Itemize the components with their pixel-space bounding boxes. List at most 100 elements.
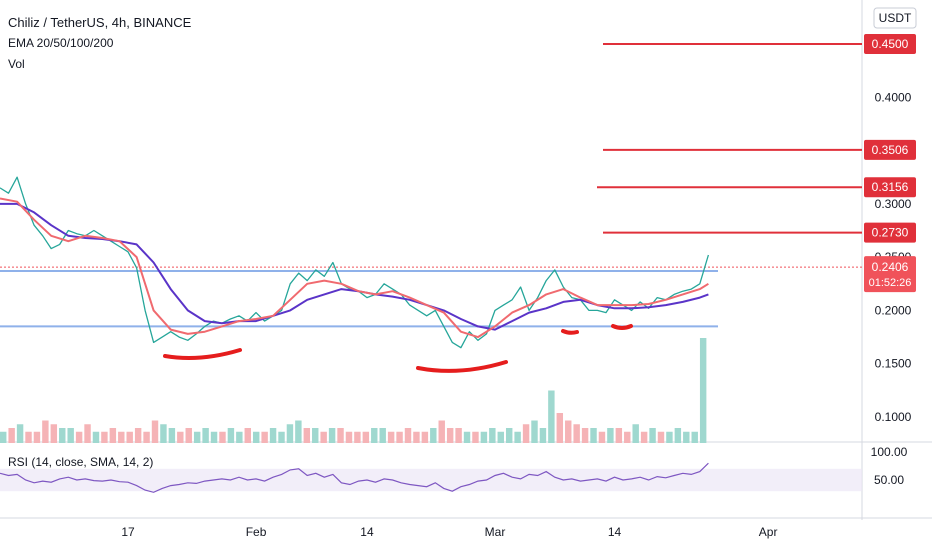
rsi-band-group	[0, 468, 862, 492]
volume-bar	[666, 431, 673, 443]
volume-bar	[252, 431, 260, 443]
annotation-curve	[416, 360, 508, 373]
annotation-curve	[611, 324, 633, 330]
ema-legend-label: EMA 20/50/100/200	[8, 36, 114, 50]
volume-bar	[75, 431, 83, 443]
volume-bar	[227, 428, 235, 443]
volume-bar	[337, 428, 344, 443]
x-axis: 17 Feb 14 Mar 14 Apr	[121, 525, 777, 539]
volume-bar	[177, 431, 184, 443]
level-badge-label: 0.3156	[872, 180, 909, 194]
volume-bar	[404, 428, 412, 443]
volume-bar	[328, 428, 336, 443]
volume-bar	[522, 424, 530, 443]
volume-bar	[438, 420, 445, 443]
volume-bars	[0, 338, 707, 443]
level-badge-label: 0.2730	[872, 226, 909, 240]
volume-bar	[67, 428, 74, 443]
volume-bar	[573, 424, 580, 443]
chart-title: Chiliz / TetherUS, 4h, BINANCE	[8, 15, 192, 30]
volume-bar	[430, 428, 437, 443]
y-tick-label: 0.2000	[875, 303, 912, 317]
volume-bar	[168, 428, 176, 443]
volume-bar	[202, 428, 209, 443]
volume-bar	[514, 431, 521, 443]
volume-bar	[354, 431, 361, 443]
volume-bar	[160, 424, 167, 443]
volume-bar	[59, 428, 66, 443]
volume-bar	[151, 420, 159, 443]
y-tick-label: 0.1000	[875, 410, 912, 424]
current-price-badge	[864, 256, 916, 293]
volume-bar	[143, 431, 150, 443]
volume-bar	[303, 428, 311, 443]
volume-bar	[674, 428, 682, 443]
volume-bar	[33, 431, 41, 443]
rsi-tick-label: 100.00	[871, 445, 908, 459]
volume-bar	[0, 431, 7, 443]
volume-bar	[683, 431, 690, 443]
volume-bar	[489, 428, 496, 443]
y-axis: 0.40000.30000.25000.20000.15000.10000.45…	[864, 34, 916, 487]
volume-bar	[295, 420, 302, 443]
volume-bar	[581, 428, 589, 443]
volume-bar	[269, 428, 277, 443]
x-tick-label: 14	[360, 525, 374, 539]
countdown-label: 01:52:26	[869, 277, 912, 289]
volume-bar	[556, 413, 564, 443]
level-badge	[864, 139, 916, 160]
volume-bar	[607, 428, 614, 443]
volume-bar	[649, 428, 656, 443]
volume-bar	[615, 428, 623, 443]
volume-bar	[624, 431, 631, 443]
volume-bar	[193, 431, 201, 443]
y-tick-label: 0.4000	[875, 90, 912, 104]
x-tick-label: 14	[608, 525, 622, 539]
volume-bar	[101, 431, 108, 443]
volume-bar	[312, 428, 319, 443]
volume-bar	[25, 431, 32, 443]
volume-bar	[565, 420, 572, 443]
level-badge-label: 0.3506	[872, 143, 909, 157]
volume-bar	[699, 338, 707, 443]
currency-label: USDT	[879, 11, 912, 25]
volume-bar	[92, 431, 100, 443]
annotations	[163, 324, 633, 373]
volume-bar	[42, 420, 49, 443]
currency-button[interactable]	[873, 7, 917, 29]
rsi-band	[0, 468, 862, 492]
volume-bar	[109, 428, 117, 443]
x-tick-label: Feb	[246, 525, 267, 539]
volume-bar	[598, 431, 606, 443]
volume-bar	[590, 428, 597, 443]
rsi-line	[0, 462, 709, 493]
rsi-legend-label: RSI (14, close, SMA, 14, 2)	[8, 455, 153, 469]
price-line	[0, 176, 710, 349]
ema-slow-line	[0, 202, 709, 331]
volume-bar	[463, 431, 471, 443]
vol-legend-label: Vol	[8, 57, 25, 71]
level-badge	[864, 34, 916, 54]
level-badge	[864, 177, 916, 198]
volume-bar	[480, 431, 488, 443]
volume-bar	[210, 431, 218, 443]
volume-bar	[118, 431, 125, 443]
annotation-curve	[163, 348, 242, 360]
volume-bar	[640, 431, 648, 443]
volume-bar	[371, 428, 378, 443]
y-tick-label: 0.1500	[875, 357, 912, 371]
annotation-curve	[561, 329, 579, 335]
volume-bar	[548, 390, 555, 443]
volume-bar	[413, 431, 420, 443]
volume-bar	[387, 431, 395, 443]
volume-bar	[497, 431, 504, 443]
volume-bar	[185, 428, 192, 443]
volume-bar	[236, 431, 243, 443]
y-tick-label: 0.3000	[875, 197, 912, 211]
rsi-tick-label: 50.00	[874, 473, 904, 487]
volume-bar	[379, 428, 386, 443]
volume-bar	[126, 431, 133, 443]
volume-bar	[8, 428, 15, 443]
current-price-label: 0.2406	[872, 260, 909, 274]
